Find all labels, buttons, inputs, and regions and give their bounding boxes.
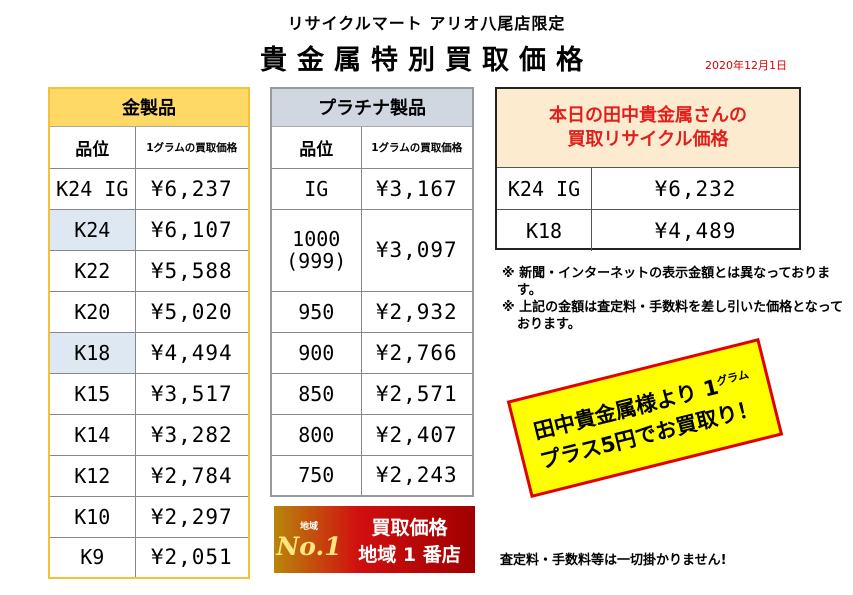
platinum-col-price: 1グラムの買取価格 [360, 125, 474, 169]
grade-cell: K14 [48, 413, 136, 456]
no1-badge: 地域 No.1 買取価格 地域 1 番店 [274, 506, 475, 573]
grade-cell: K18 [497, 210, 592, 251]
tanaka-box-title: 本日の田中貴金属さんの 買取リサイクル価格 [497, 89, 799, 168]
gram-unit: グラム [715, 367, 751, 389]
grade-cell: K24 [48, 208, 136, 251]
price-cell: ¥2,051 [134, 536, 250, 579]
table-row: K24 IG ¥6,237 [48, 167, 250, 210]
table-row: K10 ¥2,297 [48, 495, 250, 538]
platinum-price-table: プラチナ製品 品位 1グラムの買取価格 IG ¥3,167 1000 (999)… [270, 87, 474, 497]
grade-cell: K18 [48, 331, 136, 374]
note-item: ※ 上記の金額は査定料・手数料を差し引いた価格となっております。 [502, 300, 844, 332]
badge-text: 買取価格 地域 1 番店 [344, 506, 475, 573]
gold-col-grade: 品位 [48, 125, 136, 169]
grade-cell: K24 IG [48, 167, 136, 210]
price-cell: ¥3,097 [360, 208, 474, 292]
grade-cell: K9 [48, 536, 136, 579]
price-cell: ¥2,407 [360, 413, 474, 456]
table-row: K24 IG ¥6,232 [497, 168, 799, 210]
grade-cell: 950 [270, 290, 362, 333]
price-date: 2020年12月1日 [705, 59, 787, 72]
grade-cell: 900 [270, 331, 362, 374]
badge-line-1: 買取価格 [371, 516, 448, 539]
price-cell: ¥2,243 [360, 454, 474, 497]
tanaka-title-line: 買取リサイクル価格 [567, 129, 729, 150]
grade-cell: 1000 (999) [270, 208, 362, 292]
badge-no1: No.1 [276, 531, 342, 561]
grade-line: (999) [286, 249, 347, 273]
grade-cell: K15 [48, 372, 136, 415]
table-row: K24 ¥6,107 [48, 208, 250, 251]
table-row: K22 ¥5,588 [48, 249, 250, 292]
price-cell: ¥3,282 [134, 413, 250, 456]
table-row: 900 ¥2,766 [270, 331, 474, 374]
grade-cell: 800 [270, 413, 362, 456]
gold-table-title: 金製品 [48, 87, 250, 127]
gold-col-price: 1グラムの買取価格 [134, 125, 250, 169]
badge-region: 地域 [299, 521, 318, 532]
grade-cell: K12 [48, 454, 136, 497]
notes: ※ 新聞・インターネットの表示金額とは異なっております。 ※ 上記の金額は査定料… [502, 265, 853, 333]
price-cell: ¥4,494 [134, 331, 250, 374]
price-cell: ¥2,784 [134, 454, 250, 497]
grade-cell: K10 [48, 495, 136, 538]
badge-line-2: 地域 1 番店 [358, 543, 461, 566]
table-row: K18 ¥4,494 [48, 331, 250, 374]
table-row: 1000 (999) ¥3,097 [270, 208, 474, 292]
price-cell: ¥2,297 [134, 495, 250, 538]
table-row: K18 ¥4,489 [497, 210, 799, 251]
grade-line: 1000 [292, 227, 341, 251]
platinum-col-grade: 品位 [270, 125, 362, 169]
note-item: ※ 新聞・インターネットの表示金額とは異なっております。 [502, 266, 831, 298]
grade-cell: K20 [48, 290, 136, 333]
promo-label: 田中貴金属様より 1グラム プラス5円でお買取り！ [506, 338, 784, 498]
tanaka-reference-box: 本日の田中貴金属さんの 買取リサイクル価格 K24 IG ¥6,232 K18 … [495, 87, 801, 251]
grade-cell: 750 [270, 454, 362, 497]
table-row: 850 ¥2,571 [270, 372, 474, 415]
grade-cell: K22 [48, 249, 136, 292]
badge-emblem: 地域 No.1 [274, 506, 344, 573]
platinum-table-title: プラチナ製品 [270, 87, 474, 127]
price-cell: ¥6,107 [134, 208, 250, 251]
price-cell: ¥6,237 [134, 167, 250, 210]
price-cell: ¥2,766 [360, 331, 474, 374]
table-row: K15 ¥3,517 [48, 372, 250, 415]
page-title: 貴金属特別買取価格 [260, 45, 593, 76]
price-cell: ¥5,020 [134, 290, 250, 333]
table-row: K20 ¥5,020 [48, 290, 250, 333]
grade-cell: K24 IG [497, 168, 592, 209]
table-row: K14 ¥3,282 [48, 413, 250, 456]
table-row: K12 ¥2,784 [48, 454, 250, 497]
table-row: 750 ¥2,243 [270, 454, 474, 497]
grade-cell: 850 [270, 372, 362, 415]
price-cell: ¥3,517 [134, 372, 250, 415]
table-row: 800 ¥2,407 [270, 413, 474, 456]
price-cell: ¥2,932 [360, 290, 474, 333]
table-row: IG ¥3,167 [270, 167, 474, 210]
table-row: K9 ¥2,051 [48, 536, 250, 579]
price-cell: ¥4,489 [654, 218, 737, 243]
store-name: リサイクルマート アリオ八尾店限定 [287, 14, 566, 33]
gold-price-table: 金製品 品位 1グラムの買取価格 K24 IG ¥6,237 K24 ¥6,10… [48, 87, 250, 579]
tanaka-title-line: 本日の田中貴金属さんの [549, 105, 747, 126]
price-cell: ¥2,571 [360, 372, 474, 415]
price-cell: ¥5,588 [134, 249, 250, 292]
price-cell: ¥3,167 [360, 167, 474, 210]
footer-note: 査定料・手数料等は一切掛かりません! [500, 553, 727, 568]
table-row: 950 ¥2,932 [270, 290, 474, 333]
grade-cell: IG [270, 167, 362, 210]
price-cell: ¥6,232 [654, 176, 737, 201]
